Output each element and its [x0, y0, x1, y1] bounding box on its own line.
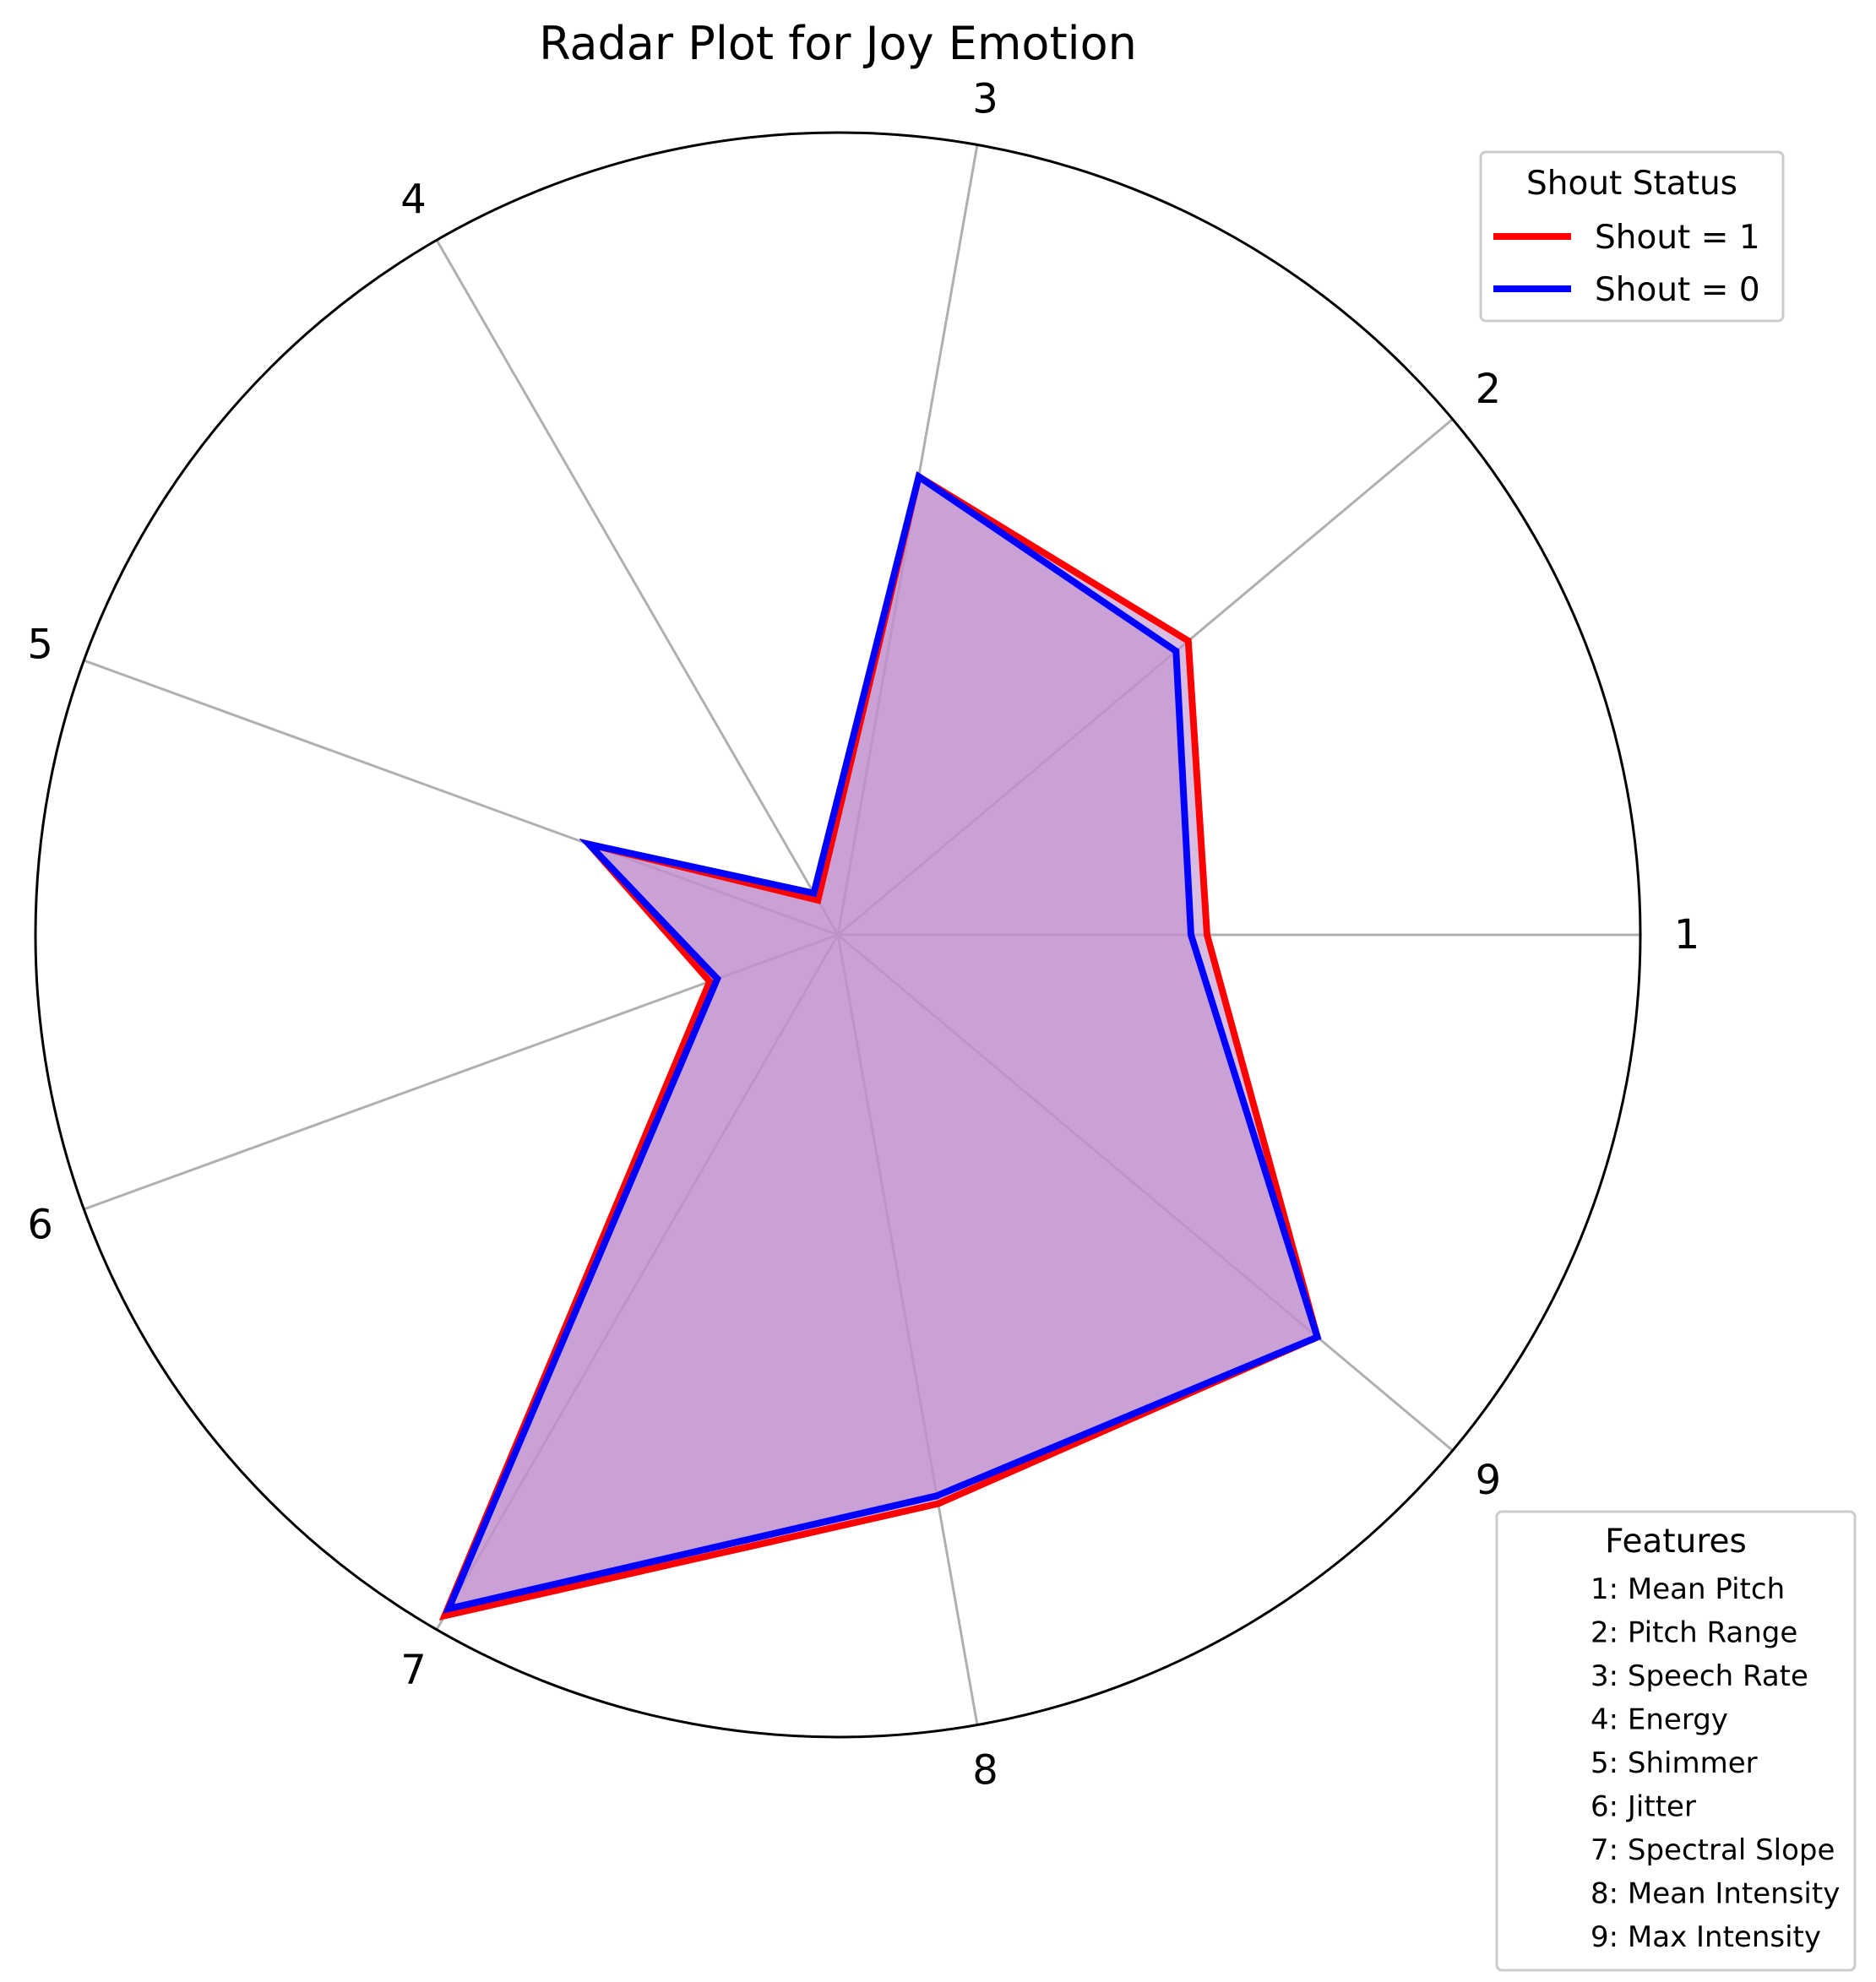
series-fill-1 — [449, 476, 1318, 1609]
feature-entry-4: 4: Energy — [1591, 1703, 1728, 1737]
series-line-0 — [438, 471, 1322, 1621]
legend-label-1: Shout = 0 — [1595, 271, 1760, 309]
category-label-6: 6 — [27, 1202, 53, 1249]
series-line-1 — [443, 470, 1322, 1614]
data-layer — [438, 470, 1322, 1621]
legend-label-0: Shout = 1 — [1595, 219, 1760, 257]
feature-entry-9: 9: Max Intensity — [1591, 1920, 1821, 1954]
legend-title: Shout Status — [1526, 165, 1737, 203]
category-label-5: 5 — [27, 621, 53, 668]
feature-entry-6: 6: Jitter — [1591, 1790, 1696, 1824]
legend-entries: Shout = 1 Shout = 0 — [1493, 219, 1760, 309]
feature-entry-2: 2: Pitch Range — [1591, 1616, 1797, 1650]
features-legend: Features 1: Mean Pitch 2: Pitch Range 3: S… — [1495, 1510, 1857, 1972]
outer-ring — [34, 131, 1642, 1739]
category-label-2: 2 — [1476, 366, 1502, 413]
features-legend-title: Features — [1605, 1523, 1747, 1561]
category-labels: 1 2 3 4 5 6 7 8 9 — [27, 75, 1699, 1794]
legend-frame — [1479, 150, 1785, 323]
category-label-7: 7 — [400, 1646, 427, 1693]
shout-status-legend: Shout Status Shout = 1 Shout = 0 — [1479, 150, 1785, 323]
category-label-4: 4 — [400, 176, 427, 224]
chart-title: Radar Plot for Joy Emotion — [539, 17, 1137, 70]
feature-entry-5: 5: Shimmer — [1591, 1746, 1758, 1780]
category-label-8: 8 — [972, 1747, 998, 1795]
features-legend-frame — [1495, 1510, 1857, 1972]
feature-entry-7: 7: Spectral Slope — [1591, 1833, 1835, 1867]
feature-entry-8: 8: Mean Intensity — [1591, 1877, 1840, 1911]
category-label-3: 3 — [972, 75, 998, 122]
feature-entry-3: 3: Speech Rate — [1591, 1659, 1808, 1693]
category-label-1: 1 — [1674, 911, 1700, 958]
spoke-4 — [435, 239, 840, 936]
category-label-9: 9 — [1476, 1457, 1502, 1504]
feature-entry-1: 1: Mean Pitch — [1591, 1572, 1785, 1606]
features-legend-entries: 1: Mean Pitch 2: Pitch Range 3: Speech Rat… — [1591, 1572, 1840, 1954]
